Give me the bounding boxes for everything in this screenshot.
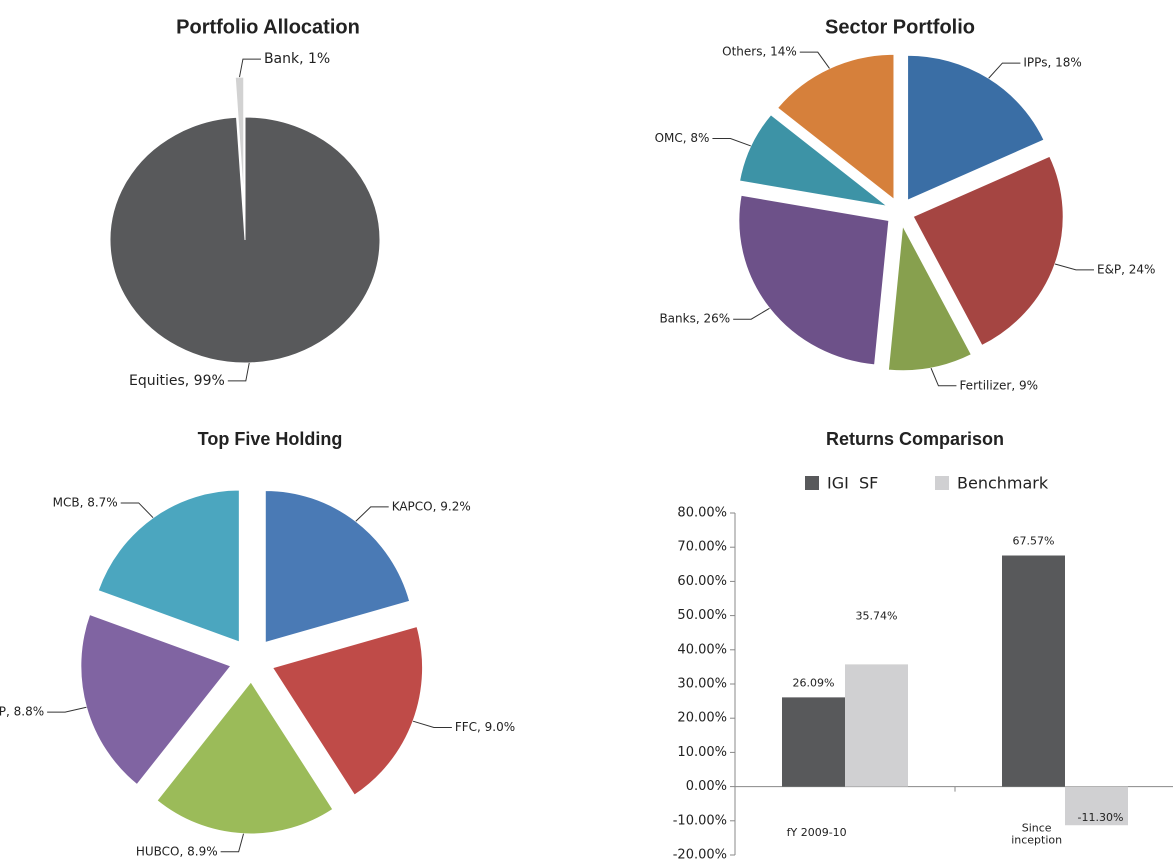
data-label: KAPCO, 9.2% (392, 499, 471, 513)
leader-line (227, 362, 250, 382)
data-label: FFC, 9.0% (455, 720, 515, 734)
legend-swatch (805, 476, 819, 490)
chart-title: Portfolio Allocation (176, 16, 360, 38)
data-label: IPPs, 18% (1023, 56, 1081, 70)
y-tick-label: 50.00% (677, 608, 727, 623)
y-tick-label: -20.00% (673, 848, 727, 862)
y-tick-label: -10.00% (673, 813, 727, 828)
data-label: Banks, 26% (659, 312, 730, 326)
x-tick-label: fY 2009-10 (787, 826, 847, 839)
leader-line (220, 833, 245, 853)
data-label: E&P, 24% (1097, 262, 1155, 276)
leader-line (988, 62, 1021, 79)
chart-title: Sector Portfolio (825, 16, 975, 38)
leader-line (712, 137, 751, 147)
pie-slice (80, 613, 232, 786)
leader-line (355, 506, 389, 522)
bar (1065, 786, 1128, 826)
leader-line (799, 51, 830, 69)
pie-slice (907, 54, 1045, 201)
pie-slice (738, 194, 890, 366)
x-tick-label: Since inception (1011, 822, 1062, 847)
y-tick-label: 80.00% (677, 506, 727, 521)
pie-slice (887, 224, 973, 372)
y-tick-label: 60.00% (677, 574, 727, 589)
data-label: MCB, 8.7% (53, 495, 118, 509)
y-tick-label: 0.00% (686, 779, 727, 794)
leader-line (120, 502, 154, 519)
bar (845, 664, 908, 787)
data-label: Bank, 1% (264, 51, 330, 67)
leader-line (930, 367, 957, 387)
bar (1002, 555, 1065, 787)
data-label: 35.74% (856, 609, 898, 622)
leader-line (47, 706, 87, 713)
chart-title: Top Five Holding (198, 429, 343, 449)
leader-line (1054, 263, 1094, 271)
data-label: -11.30% (1078, 811, 1124, 824)
pie-slice (109, 116, 381, 364)
y-tick-label: 70.00% (677, 540, 727, 555)
legend-swatch (935, 476, 949, 490)
data-label: 26.09% (793, 676, 835, 689)
chart-title: Returns Comparison (826, 429, 1004, 449)
legend-label: Benchmark (957, 474, 1049, 493)
data-label: Others, 14% (722, 45, 797, 59)
y-tick-label: 20.00% (677, 711, 727, 726)
leader-line (239, 58, 261, 78)
y-tick-label: 10.00% (677, 745, 727, 760)
pie-slice (776, 53, 895, 201)
data-label: HUBCO, 8.9% (136, 844, 218, 858)
legend-label: IGI SF (827, 474, 878, 493)
data-label: Fertilizer, 9% (959, 378, 1038, 392)
data-label: NBP, 8.8% (0, 705, 44, 719)
pie-slice (97, 489, 240, 643)
data-label: 67.57% (1013, 535, 1055, 548)
leader-line (733, 307, 770, 320)
data-label: Equities, 99% (129, 373, 225, 389)
data-label: OMC, 8% (655, 131, 710, 145)
y-tick-label: 40.00% (677, 642, 727, 657)
leader-line (412, 720, 452, 729)
pie-slice (264, 489, 411, 644)
pie-slice (912, 155, 1064, 347)
y-tick-label: 30.00% (677, 677, 727, 692)
bar (782, 697, 845, 787)
pie-slice (156, 681, 334, 835)
pie-slice (271, 625, 424, 796)
